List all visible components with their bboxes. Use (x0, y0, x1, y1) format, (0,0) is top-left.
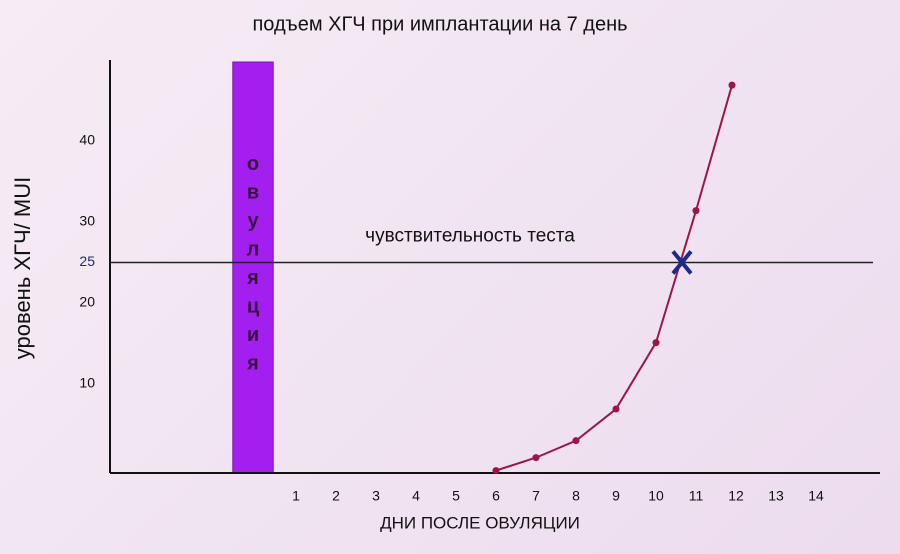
line (495, 84, 733, 472)
x-tick-label: 11 (689, 488, 704, 504)
x-tick-label: 6 (492, 488, 500, 504)
point (652, 339, 660, 347)
point (572, 437, 580, 445)
x-tick-label: 3 (372, 488, 380, 504)
chart-title: подъем ХГЧ при имплантации на 7 день (252, 13, 627, 35)
y-axis-label: уровень ХГЧ/ MUI (10, 177, 35, 359)
x-tick-label: 10 (648, 488, 664, 504)
y-tick-label: 20 (79, 294, 95, 310)
y-tick-label: 10 (79, 375, 95, 391)
x-tick-label: 7 (532, 488, 540, 504)
point (612, 405, 620, 413)
ovulation-band (232, 61, 274, 474)
cross-marker (671, 250, 693, 275)
y-tick-label: 30 (79, 213, 95, 229)
x-tick-label: 9 (612, 488, 620, 504)
y-tick-label: 25 (79, 253, 95, 269)
x-tick-label: 5 (452, 488, 460, 504)
threshold-label: чувствительность теста (365, 225, 575, 246)
x-tick-label: 12 (728, 488, 744, 504)
x-tick-label: 2 (332, 488, 340, 504)
x-tick-label: 14 (808, 488, 824, 504)
x-tick-label: 13 (768, 488, 784, 504)
x-axis-label: ДНИ ПОСЛЕ ОВУЛЯЦИИ (380, 513, 580, 532)
point (532, 454, 540, 462)
x-tick-label: 1 (292, 488, 300, 504)
point (728, 81, 736, 89)
point (492, 467, 500, 475)
x-tick-label: 4 (412, 488, 420, 504)
x-tick-label: 8 (572, 488, 580, 504)
point (692, 207, 700, 215)
y-tick-label: 40 (79, 132, 95, 148)
